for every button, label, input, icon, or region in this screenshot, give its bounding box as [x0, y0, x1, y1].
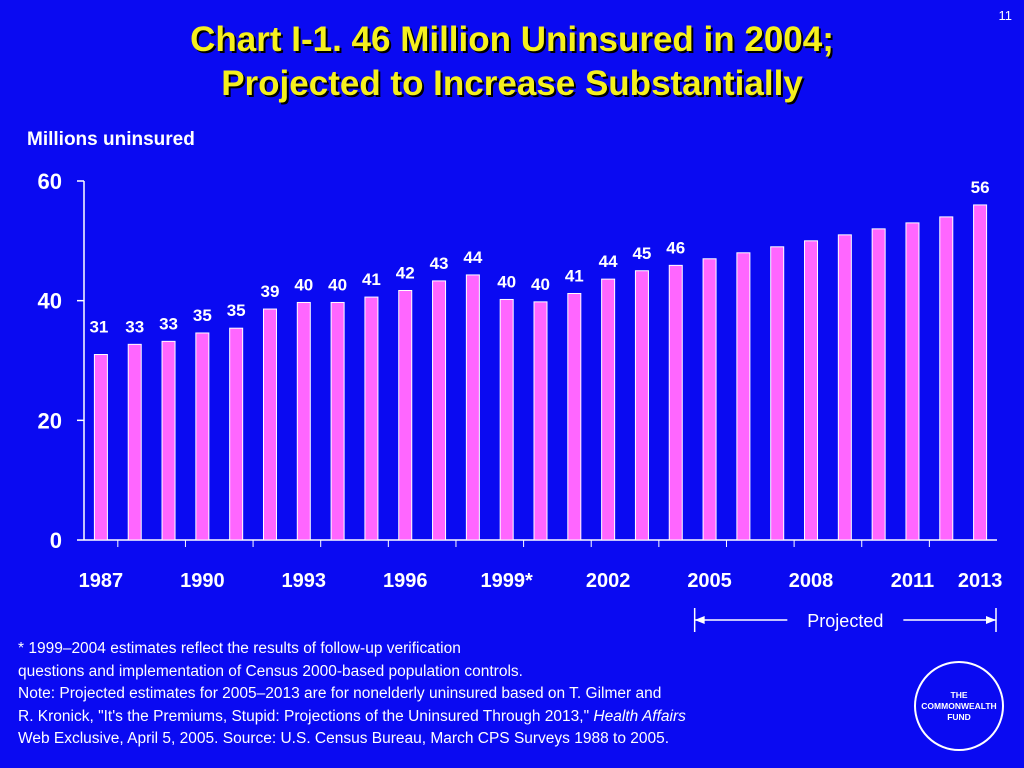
bar	[837, 234, 852, 541]
chart-area: Millions uninsured 0 20 40 60 31 33 33 35 35 39 40 4…	[27, 129, 1003, 632]
footnote-line-4: R. Kronick, "It's the Premiums, Stupid: …	[18, 706, 908, 729]
data-label: 35	[193, 306, 212, 325]
data-label: 45	[632, 244, 651, 263]
bar	[364, 296, 379, 541]
data-label: 41	[362, 270, 381, 289]
data-label: 40	[328, 275, 347, 294]
bar	[465, 274, 480, 541]
data-label: 44	[463, 248, 482, 267]
title-line-1: Chart I-1. 46 Million Uninsured in 2004;	[190, 20, 834, 59]
data-label: 40	[531, 275, 550, 294]
bar	[195, 332, 210, 541]
data-label: 40	[497, 272, 516, 291]
data-label: 44	[599, 252, 618, 271]
data-label: 40	[294, 275, 313, 294]
bar	[702, 258, 717, 541]
data-label: 33	[159, 314, 178, 333]
bar	[567, 292, 582, 541]
x-tick-label: 2005	[687, 570, 732, 592]
x-tick-label: 1990	[180, 570, 225, 592]
data-label: 35	[227, 301, 246, 320]
page-title: Chart I-1. 46 Million Uninsured in 2004;…	[0, 18, 1024, 106]
bar	[398, 289, 413, 541]
bar	[432, 280, 447, 541]
bar	[905, 222, 920, 541]
footnote-line-1: * 1999–2004 estimates reflect the result…	[18, 640, 461, 657]
x-tick-label: 1993	[282, 570, 327, 592]
bar	[330, 301, 345, 541]
bar	[973, 204, 988, 541]
bar	[634, 270, 649, 541]
data-label: 46	[666, 238, 685, 257]
footnote: * 1999–2004 estimates reflect the result…	[18, 638, 908, 751]
bar	[939, 216, 954, 541]
x-tick-label: 1999*	[481, 570, 533, 592]
x-tick-label: 2002	[586, 570, 631, 592]
logo-line-3: FUND	[947, 711, 971, 722]
data-label: 41	[565, 266, 584, 285]
slide-number: 11	[998, 8, 1013, 23]
bar	[736, 252, 751, 541]
title-line-2: Projected to Increase Substantially	[221, 64, 803, 103]
bar-chart: Millions uninsured 0 20 40 60 31 33 33 35 35 39 40 4…	[27, 129, 1003, 632]
x-tick-label: 2013	[958, 570, 1003, 592]
y-axis-label: Millions uninsured	[27, 129, 195, 150]
footnote-line-2: questions and implementation of Census 2…	[18, 662, 523, 680]
bar	[871, 228, 886, 541]
y-tick-label: 0	[50, 528, 62, 553]
data-label: 42	[396, 263, 415, 282]
y-tick-label: 40	[38, 289, 62, 314]
y-tick-label: 60	[38, 169, 62, 194]
bar	[533, 301, 548, 541]
logo-line-1: THE	[950, 689, 968, 700]
x-tick-label: 2008	[789, 570, 834, 592]
footnote-line-5: Web Exclusive, April 5, 2005. Source: U.…	[18, 730, 670, 747]
data-label: 39	[261, 282, 280, 301]
bar	[93, 354, 108, 541]
bar	[499, 298, 514, 541]
projected-arrowhead-right	[986, 616, 996, 624]
bar	[127, 343, 142, 541]
footnote-line-3: Note: Projected estimates for 2005–2013 …	[18, 685, 662, 702]
data-label: 33	[125, 317, 144, 336]
x-tick-label: 1996	[383, 570, 428, 592]
bar	[262, 308, 277, 541]
y-tick-label: 20	[38, 408, 62, 433]
data-label: 43	[430, 254, 449, 273]
commonwealth-fund-logo: THE COMMONWEALTH FUND	[914, 661, 1004, 751]
footnote-journal: Health Affairs	[593, 707, 686, 725]
bar	[668, 264, 683, 541]
data-label: 31	[89, 318, 108, 337]
data-label: 56	[971, 178, 990, 197]
bar	[601, 278, 616, 541]
projected-arrowhead-left	[694, 616, 705, 624]
x-tick-label: 2011	[891, 570, 934, 592]
bar	[770, 246, 785, 541]
x-tick-label: 1987	[79, 570, 124, 592]
projected-label: Projected	[807, 611, 883, 631]
bar	[804, 240, 819, 541]
footnote-line-4-text: R. Kronick, "It's the Premiums, Stupid: …	[18, 707, 590, 725]
bar	[161, 340, 176, 541]
bar	[229, 327, 244, 541]
logo-line-2: COMMONWEALTH	[921, 700, 997, 711]
bar	[296, 301, 311, 541]
